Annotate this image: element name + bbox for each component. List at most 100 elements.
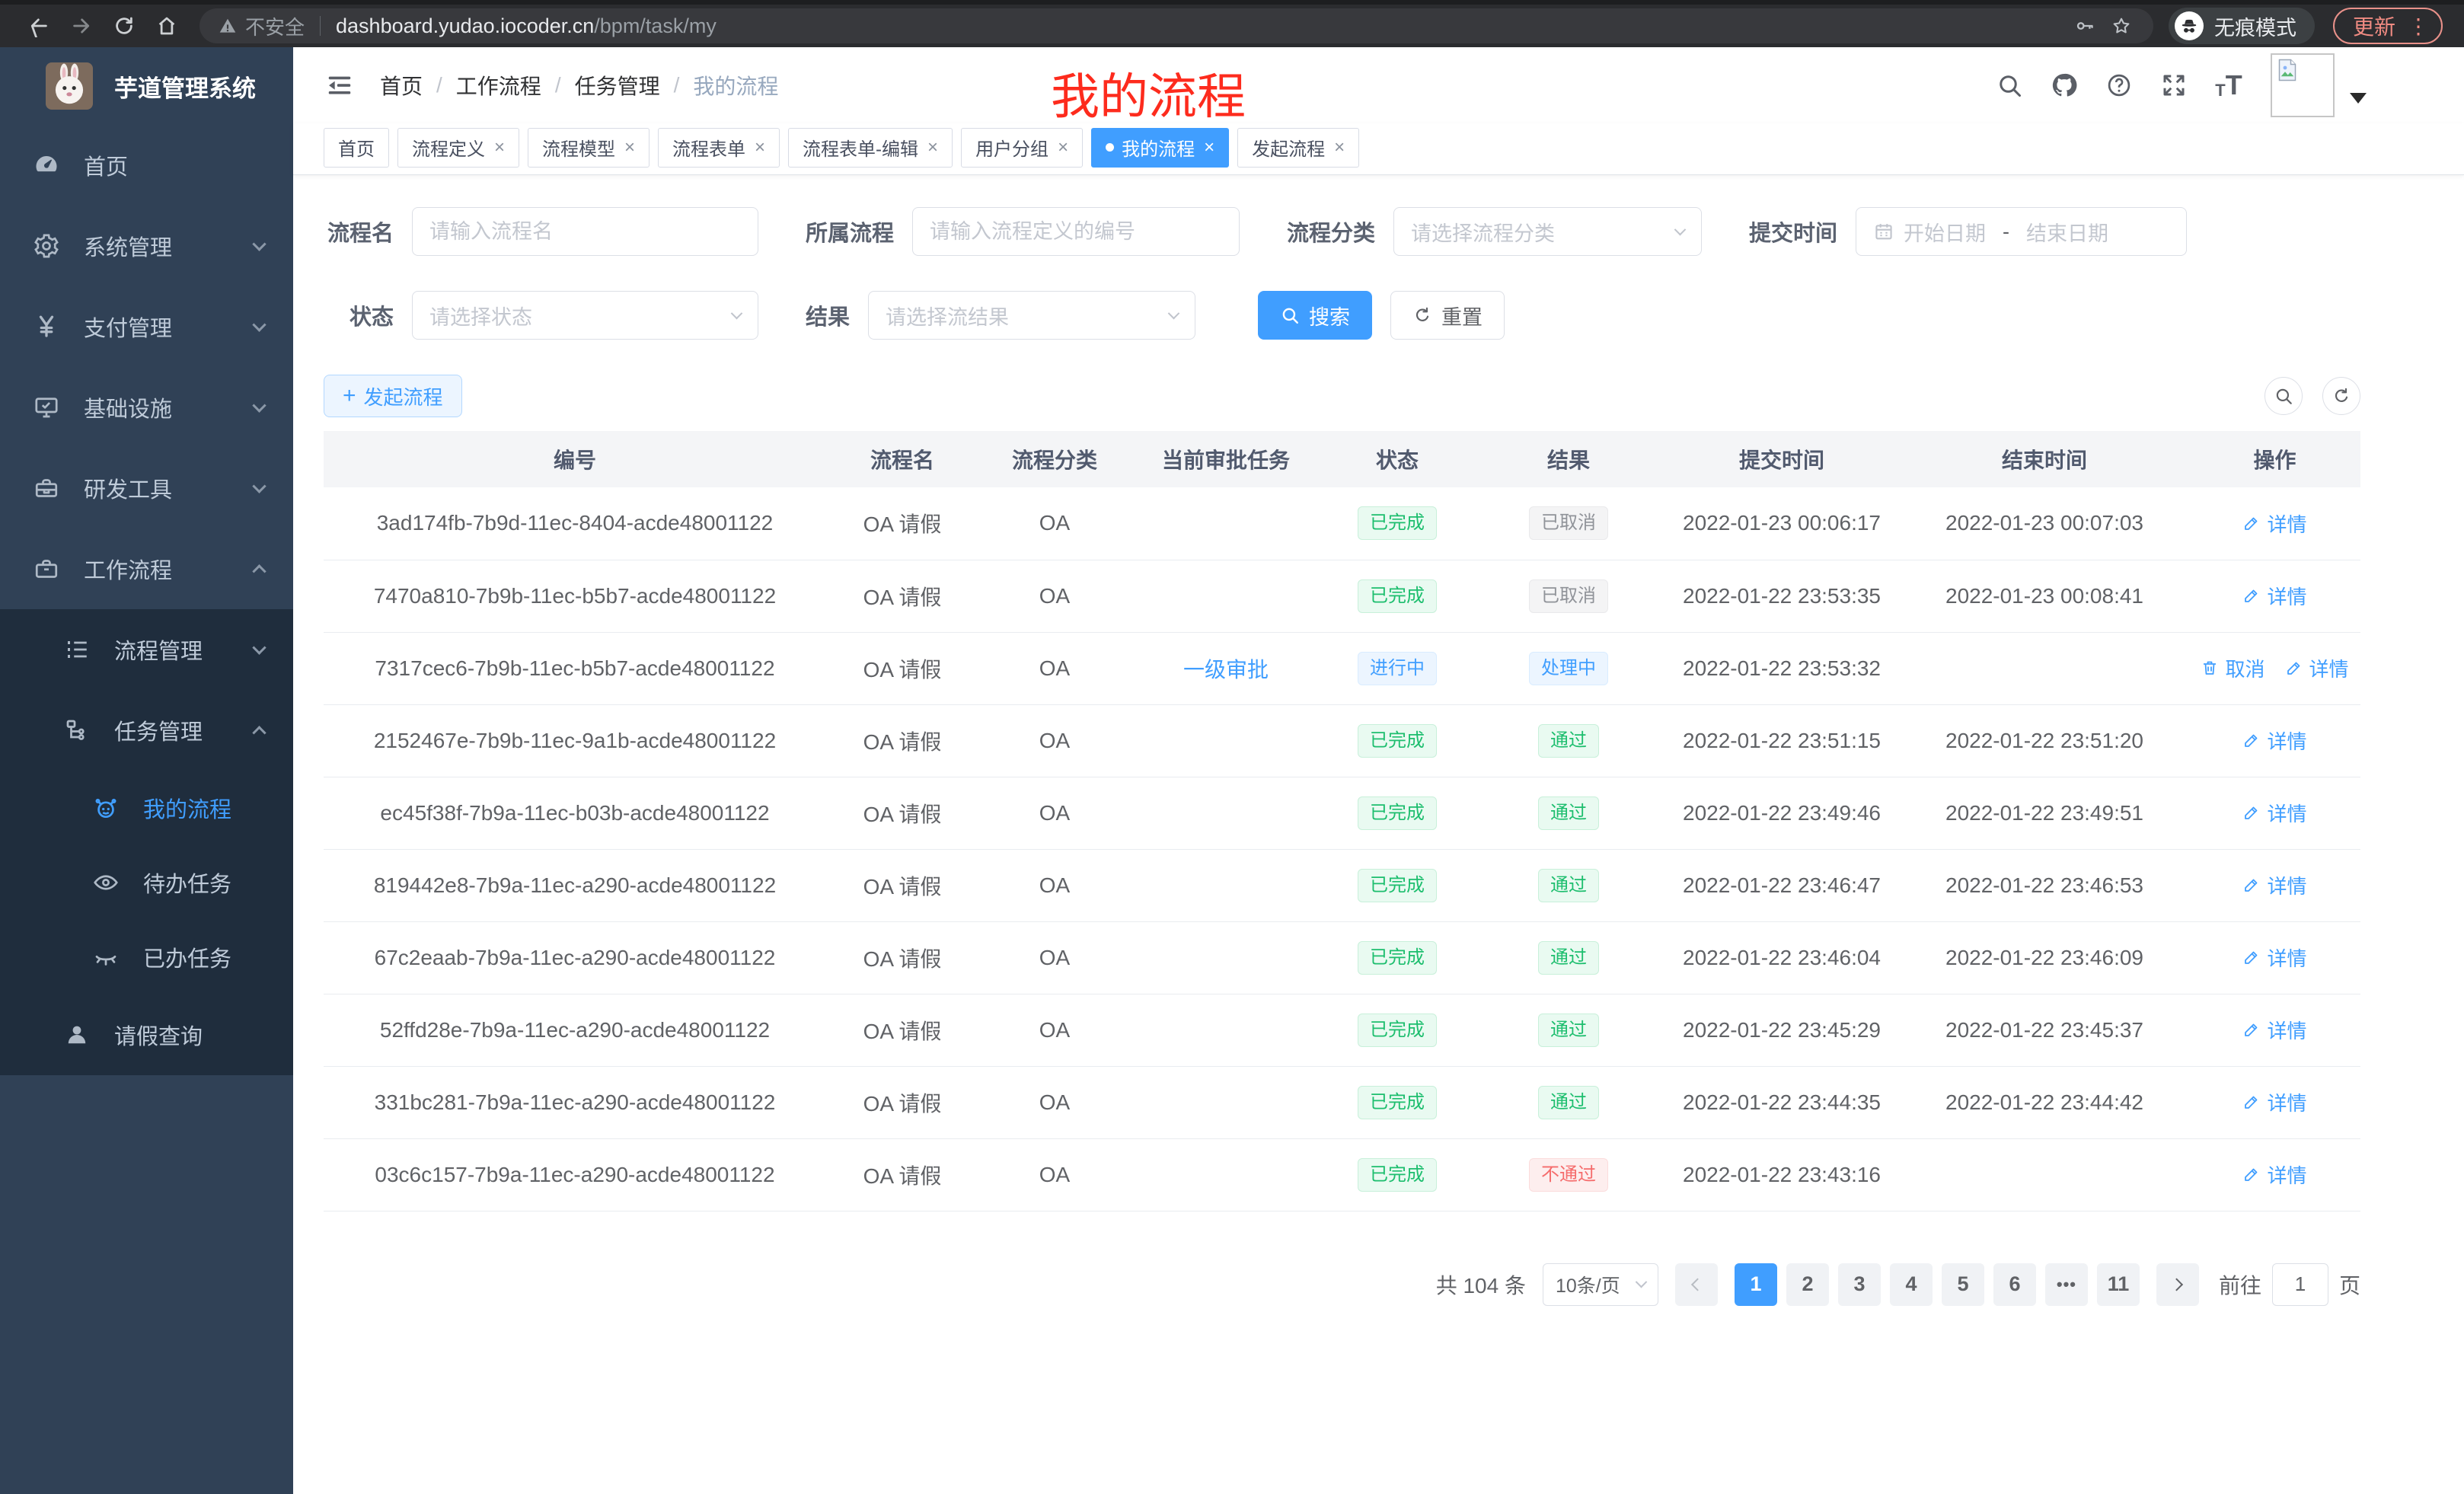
- start-date-placeholder[interactable]: 开始日期: [1904, 222, 1987, 245]
- detail-link[interactable]: 详情: [2242, 1016, 2307, 1044]
- sidebar-fold-icon[interactable]: [321, 66, 359, 104]
- tab-close-icon[interactable]: ×: [624, 136, 636, 158]
- more-pages-button[interactable]: •••: [2044, 1263, 2088, 1306]
- reload-icon[interactable]: [107, 8, 142, 43]
- page-button-2[interactable]: 2: [1786, 1263, 1829, 1306]
- sidebar-item-7[interactable]: 任务管理: [0, 690, 293, 771]
- help-icon[interactable]: [2100, 66, 2138, 104]
- cell-name: OA 请假: [826, 921, 978, 994]
- cell-status: 已完成: [1321, 994, 1473, 1067]
- page-button-11[interactable]: 11: [2096, 1263, 2140, 1306]
- category-select[interactable]: 请选择流程分类: [1393, 207, 1703, 256]
- detail-link[interactable]: 详情: [2242, 799, 2307, 827]
- tab-close-icon[interactable]: ×: [494, 136, 506, 158]
- detail-link[interactable]: 详情: [2242, 1160, 2307, 1189]
- show-search-button[interactable]: [2265, 377, 2303, 415]
- tab-5[interactable]: 用户分组 ×: [961, 127, 1084, 168]
- forward-icon[interactable]: [64, 8, 99, 43]
- avatar[interactable]: [2271, 53, 2335, 117]
- tab-0[interactable]: 首页: [324, 127, 389, 168]
- github-icon[interactable]: [2045, 66, 2083, 104]
- search-button[interactable]: 搜索: [1258, 291, 1373, 340]
- tab-2[interactable]: 流程模型 ×: [528, 127, 650, 168]
- sidebar-item-8[interactable]: 我的流程: [0, 771, 293, 845]
- search-icon[interactable]: [1990, 66, 2028, 104]
- browser-menu-dots-icon[interactable]: ⋮: [2408, 14, 2429, 38]
- detail-link[interactable]: 详情: [2285, 654, 2349, 682]
- sidebar-item-0[interactable]: 首页: [0, 125, 293, 206]
- sidebar-item-9[interactable]: 待办任务: [0, 845, 293, 920]
- tab-close-icon[interactable]: ×: [1204, 136, 1215, 158]
- detail-link[interactable]: 详情: [2242, 943, 2307, 972]
- cell-result: 已取消: [1473, 560, 1664, 633]
- status-badge: 已完成: [1358, 1157, 1437, 1192]
- url-bar[interactable]: 不安全 dashboard.yudao.iocoder.cn/bpm/task/…: [199, 8, 2153, 43]
- password-key-icon[interactable]: [2071, 12, 2099, 40]
- tab-close-icon[interactable]: ×: [1334, 136, 1345, 158]
- tab-close-icon[interactable]: ×: [1058, 136, 1069, 158]
- cell-submit-time: 2022-01-22 23:46:47: [1664, 849, 1900, 922]
- table-row-6: 67c2eaab-7b9a-11ec-a290-acde48001122 OA 请…: [324, 921, 2360, 994]
- page-button-4[interactable]: 4: [1889, 1263, 1933, 1306]
- reset-button[interactable]: 重置: [1390, 291, 1505, 340]
- tab-4[interactable]: 流程表单-编辑 ×: [788, 127, 953, 168]
- sidebar-item-3[interactable]: 基础设施: [0, 367, 293, 448]
- user-caret-icon[interactable]: [2350, 93, 2367, 104]
- sidebar-item-1[interactable]: 系统管理: [0, 206, 293, 286]
- sidebar-item-2[interactable]: 支付管理: [0, 286, 293, 367]
- create-process-button[interactable]: + 发起流程: [324, 375, 462, 417]
- detail-link[interactable]: 详情: [2242, 871, 2307, 899]
- process-name-input[interactable]: [412, 207, 758, 256]
- process-name-field[interactable]: [429, 219, 741, 244]
- status-badge: 已完成: [1358, 796, 1437, 830]
- process-id-input[interactable]: [912, 207, 1240, 256]
- app-logo[interactable]: 芋道管理系统: [0, 47, 293, 125]
- security-warning-icon[interactable]: 不安全: [218, 12, 305, 40]
- fullscreen-icon[interactable]: [2155, 66, 2193, 104]
- tab-close-icon[interactable]: ×: [755, 136, 766, 158]
- refresh-table-button[interactable]: [2322, 377, 2360, 415]
- breadcrumb-item-2[interactable]: 任务管理: [574, 75, 660, 98]
- tab-7[interactable]: 发起流程 ×: [1237, 127, 1360, 168]
- tab-close-icon[interactable]: ×: [927, 136, 939, 158]
- goto-page-input[interactable]: [2271, 1263, 2328, 1306]
- tab-6[interactable]: 我的流程 ×: [1091, 127, 1230, 168]
- bookmark-star-icon[interactable]: [2108, 12, 2135, 40]
- page-button-5[interactable]: 5: [1941, 1263, 1984, 1306]
- task-link[interactable]: 一级审批: [1183, 657, 1269, 682]
- process-id-field[interactable]: [930, 219, 1223, 244]
- page-button-3[interactable]: 3: [1837, 1263, 1881, 1306]
- cell-result: 通过: [1473, 704, 1664, 777]
- home-icon[interactable]: [149, 8, 184, 43]
- page-size-select[interactable]: 10条/页: [1542, 1263, 1658, 1306]
- sidebar-item-5[interactable]: 工作流程: [0, 528, 293, 609]
- sidebar-item-4[interactable]: 研发工具: [0, 448, 293, 528]
- sidebar-item-10[interactable]: 已办任务: [0, 920, 293, 994]
- tab-1[interactable]: 流程定义 ×: [397, 127, 520, 168]
- page-button-1[interactable]: 1: [1734, 1263, 1777, 1306]
- sidebar-item-11[interactable]: 请假查询: [0, 994, 293, 1075]
- back-icon[interactable]: [21, 8, 56, 43]
- cancel-link[interactable]: 取消: [2201, 654, 2265, 682]
- prev-page-button[interactable]: [1674, 1263, 1718, 1306]
- cell-end-time: 2022-01-23 00:08:41: [1900, 560, 2189, 633]
- sidebar-item-6[interactable]: 流程管理: [0, 609, 293, 690]
- date-range-picker[interactable]: 开始日期 - 结束日期: [1856, 207, 2188, 256]
- detail-link[interactable]: 详情: [2242, 726, 2307, 755]
- update-button[interactable]: 更新 ⋮: [2332, 8, 2443, 44]
- status-select[interactable]: 请选择状态: [412, 291, 758, 340]
- detail-link[interactable]: 详情: [2242, 582, 2307, 610]
- result-select[interactable]: 请选择流结果: [868, 291, 1196, 340]
- cell-actions: 详情: [2189, 777, 2360, 850]
- breadcrumb-item-1[interactable]: 工作流程: [455, 75, 541, 98]
- tab-3[interactable]: 流程表单 ×: [658, 127, 780, 168]
- end-date-placeholder[interactable]: 结束日期: [2026, 222, 2109, 245]
- cell-end-time: 2022-01-22 23:46:53: [1900, 849, 2189, 922]
- detail-link[interactable]: 详情: [2242, 509, 2307, 538]
- detail-link[interactable]: 详情: [2242, 1088, 2307, 1116]
- next-page-button[interactable]: [2156, 1263, 2199, 1306]
- breadcrumb-item-0[interactable]: 首页: [380, 75, 423, 98]
- page-button-6[interactable]: 6: [1993, 1263, 2036, 1306]
- status-badge: 不通过: [1529, 1157, 1608, 1192]
